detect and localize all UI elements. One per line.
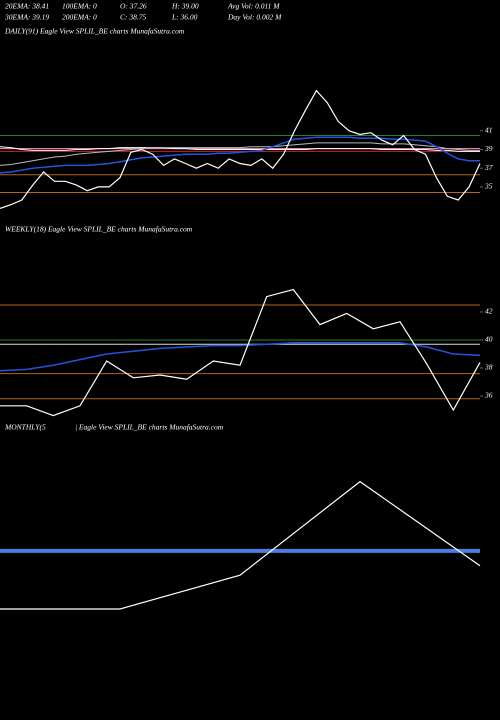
header-stat: 30EMA: 39.19	[4, 13, 49, 22]
y-tick-label: 42	[485, 307, 493, 316]
panel-title: DAILY(91) Eagle View SPLIL_BE charts Mun…	[4, 27, 185, 36]
series-line	[0, 480, 481, 610]
header-stat: O: 37.26	[120, 2, 147, 11]
header-stat: Avg Vol: 0.011 M	[227, 2, 280, 11]
panel-title: MONTHLY(5	[4, 423, 46, 432]
y-tick-label: 36	[484, 391, 493, 400]
header-stat: H: 39.00	[171, 2, 199, 11]
series-line	[0, 89, 481, 209]
header-stat: L: 36.00	[171, 13, 198, 22]
panel-subtitle: | Eagle View SPLIL_BE charts MunafaSutra…	[75, 423, 224, 432]
series-line	[0, 142, 480, 166]
series-line	[0, 288, 481, 417]
header-stat: 100EMA: 0	[62, 2, 97, 11]
header-stat: C: 38.75	[120, 13, 147, 22]
y-tick-label: 41	[485, 126, 493, 135]
header-stat: 20EMA: 38.41	[5, 2, 49, 11]
header-stat: Day Vol: 0.002 M	[227, 13, 282, 22]
y-tick-label: 38	[484, 363, 493, 372]
y-tick-label: 39	[484, 144, 493, 153]
y-tick-label: 37	[484, 163, 493, 172]
series-line	[0, 146, 480, 152]
panel-title: WEEKLY(18) Eagle View SPLIL_BE charts Mu…	[5, 225, 193, 234]
series-line	[0, 342, 481, 372]
y-tick-label: 35	[484, 182, 493, 191]
y-tick-label: 40	[485, 335, 493, 344]
header-stat: 200EMA: 0	[62, 13, 97, 22]
